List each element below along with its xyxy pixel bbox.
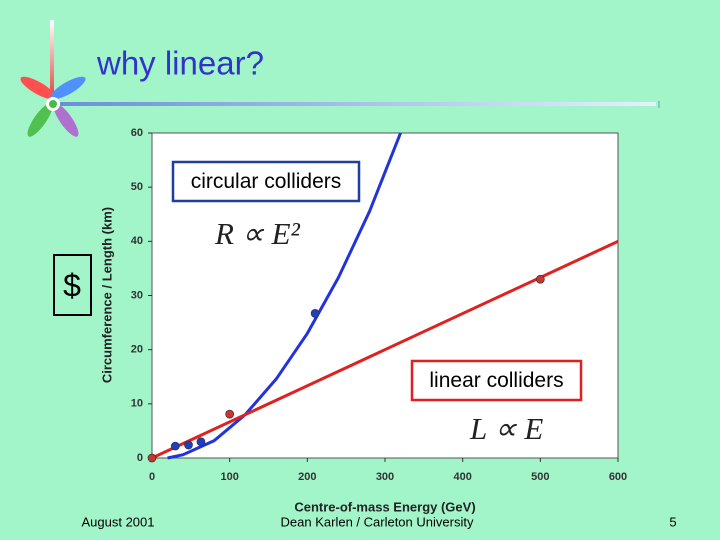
- y-tick-label: 0: [137, 452, 143, 464]
- data-point: [535, 274, 545, 284]
- y-tick-label: 60: [131, 127, 143, 139]
- x-tick-label: 500: [531, 471, 549, 483]
- y-tick-label: 10: [131, 398, 143, 410]
- footer-author: Dean Karlen / Carleton University: [281, 514, 474, 529]
- logo: [20, 20, 86, 137]
- data-point: [170, 441, 180, 451]
- annotation-formula: R ∝ E²: [214, 216, 301, 251]
- data-point: [225, 409, 235, 419]
- x-tick-label: 0: [149, 471, 155, 483]
- title-rule: [60, 102, 656, 106]
- x-tick-label: 100: [220, 471, 238, 483]
- data-point: [184, 440, 193, 450]
- x-tick-label: 200: [298, 471, 316, 483]
- y-tick-label: 40: [131, 235, 143, 247]
- x-tick-label: 400: [453, 471, 471, 483]
- page-number: 5: [669, 514, 676, 529]
- footer-date: August 2001: [81, 514, 154, 529]
- y-tick-label: 50: [131, 181, 143, 193]
- slide-title: why linear?: [96, 45, 264, 82]
- side-box: [53, 254, 92, 316]
- annotation-label: circular colliders: [191, 170, 342, 193]
- annotation-label: linear colliders: [429, 369, 563, 392]
- x-tick-label: 300: [376, 471, 394, 483]
- y-axis-label: Circumference / Length (km): [99, 207, 114, 383]
- data-point: [147, 453, 157, 463]
- annotation-box: [410, 359, 583, 402]
- x-axis-label: Centre-of-mass Energy (GeV): [294, 499, 475, 514]
- data-point: [196, 437, 206, 447]
- annotation-formula: L ∝ E: [469, 411, 543, 446]
- annotation-box: [171, 160, 361, 203]
- data-point: [310, 309, 320, 318]
- y-tick-label: 20: [131, 344, 143, 356]
- y-tick-label: 30: [131, 289, 143, 301]
- x-tick-label: 600: [609, 471, 627, 483]
- side-label: $: [63, 267, 81, 303]
- curve: [167, 132, 402, 460]
